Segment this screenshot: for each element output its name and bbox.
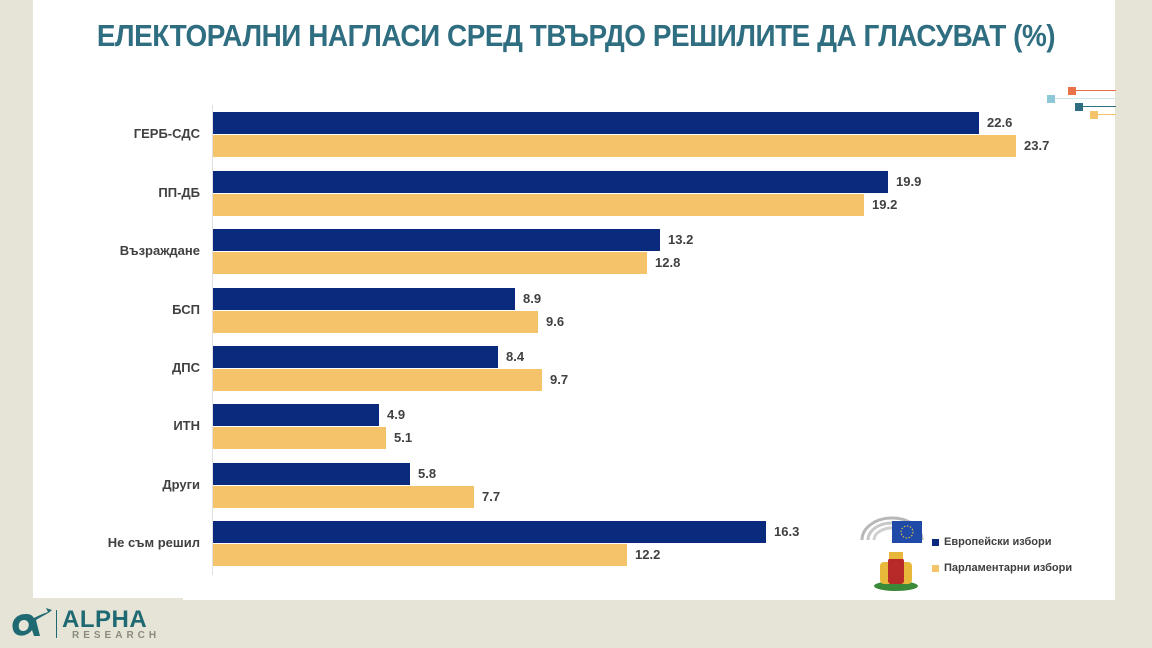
category-label: ИТН xyxy=(173,418,200,433)
logo-sub-text: RESEARCH xyxy=(72,630,161,641)
bar-european xyxy=(213,171,888,193)
category-label: ГЕРБ-СДС xyxy=(133,126,200,141)
chart-title: ЕЛЕКТОРАЛНИ НАГЛАСИ СРЕД ТВЪРДО РЕШИЛИТЕ… xyxy=(96,18,1056,53)
alpha-research-logo: ALPHA RESEARCH xyxy=(0,598,183,648)
bulgarian-coat-of-arms-icon xyxy=(874,552,918,591)
value-label-parliamentary: 7.7 xyxy=(482,489,501,504)
category-label: БСП xyxy=(172,302,200,317)
bar-european xyxy=(213,346,498,368)
legend-item-parliamentary: Парламентарни избори xyxy=(932,562,1132,574)
bar-parliamentary xyxy=(213,544,627,566)
value-label-european: 19.9 xyxy=(896,174,922,189)
bar-parliamentary xyxy=(213,194,864,216)
bar-parliamentary xyxy=(213,369,542,391)
value-label-european: 8.4 xyxy=(506,349,525,364)
bar-european xyxy=(213,288,515,310)
logo-main-text: ALPHA xyxy=(62,606,148,633)
category-label: ДПС xyxy=(172,360,200,375)
legend-label-parliamentary: Парламентарни избори xyxy=(944,562,1073,574)
legend-swatch-parliamentary xyxy=(932,564,939,572)
slide-background xyxy=(33,0,1115,600)
value-label-european: 4.9 xyxy=(387,407,406,422)
legend-label-european: Европейски избори xyxy=(944,536,1052,548)
bar-european xyxy=(213,521,766,543)
bar-parliamentary xyxy=(213,427,386,449)
bar-parliamentary xyxy=(213,486,474,508)
value-label-parliamentary: 12.8 xyxy=(655,255,681,270)
value-label-parliamentary: 9.6 xyxy=(546,314,565,329)
right-border-strip xyxy=(1115,0,1152,648)
bar-parliamentary xyxy=(213,311,538,333)
value-label-parliamentary: 5.1 xyxy=(394,430,413,445)
category-label: Не съм решил xyxy=(107,535,200,550)
bar-parliamentary xyxy=(213,252,647,274)
value-label-european: 13.2 xyxy=(668,232,694,247)
value-label-european: 22.6 xyxy=(987,115,1013,130)
value-label-european: 16.3 xyxy=(774,524,800,539)
eu-parliament-icon xyxy=(860,516,924,543)
value-label-parliamentary: 12.2 xyxy=(635,547,661,562)
bar-european xyxy=(213,463,410,485)
category-label: Други xyxy=(162,477,200,492)
value-label-european: 5.8 xyxy=(418,466,437,481)
alpha-research-logo-icon xyxy=(12,608,52,636)
bar-european xyxy=(213,229,660,251)
bar-european xyxy=(213,112,979,134)
bar-european xyxy=(213,404,379,426)
value-label-european: 8.9 xyxy=(523,291,542,306)
category-axis xyxy=(212,105,213,575)
legend-swatch-european xyxy=(932,538,939,546)
category-label: ПП-ДБ xyxy=(158,185,200,200)
category-label: Възраждане xyxy=(119,243,200,258)
value-label-parliamentary: 9.7 xyxy=(550,372,569,387)
bar-parliamentary xyxy=(213,135,1016,157)
value-label-parliamentary: 19.2 xyxy=(872,197,898,212)
value-label-parliamentary: 23.7 xyxy=(1024,138,1050,153)
legend-item-european: Европейски избори xyxy=(932,536,1132,548)
